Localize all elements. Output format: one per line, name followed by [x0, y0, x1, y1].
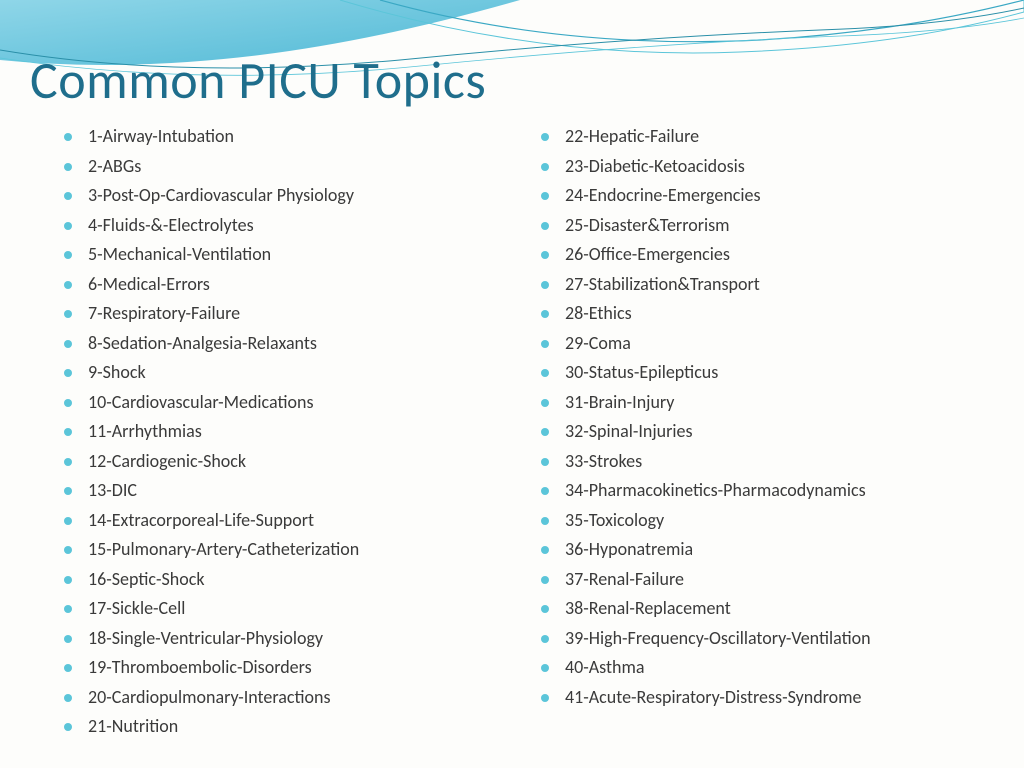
list-item: 15-Pulmonary-Artery-Catheterization — [60, 535, 507, 565]
list-item: 18-Single-Ventricular-Physiology — [60, 624, 507, 654]
list-item: 35-Toxicology — [537, 506, 984, 536]
list-item: 13-DIC — [60, 476, 507, 506]
list-item: 32-Spinal-Injuries — [537, 417, 984, 447]
list-item: 10-Cardiovascular-Medications — [60, 388, 507, 418]
right-list: 22-Hepatic-Failure23-Diabetic-Ketoacidos… — [537, 122, 984, 712]
list-item: 8-Sedation-Analgesia-Relaxants — [60, 329, 507, 359]
list-item: 30-Status-Epilepticus — [537, 358, 984, 388]
list-item: 27-Stabilization&Transport — [537, 270, 984, 300]
list-item: 3-Post-Op-Cardiovascular Physiology — [60, 181, 507, 211]
list-item: 16-Septic-Shock — [60, 565, 507, 595]
list-item: 1-Airway-Intubation — [60, 122, 507, 152]
list-item: 14-Extracorporeal-Life-Support — [60, 506, 507, 536]
list-item: 21-Nutrition — [60, 712, 507, 742]
list-item: 37-Renal-Failure — [537, 565, 984, 595]
list-item: 23-Diabetic-Ketoacidosis — [537, 152, 984, 182]
list-item: 20-Cardiopulmonary-Interactions — [60, 683, 507, 713]
list-item: 24-Endocrine-Emergencies — [537, 181, 984, 211]
list-item: 9-Shock — [60, 358, 507, 388]
list-item: 40-Asthma — [537, 653, 984, 683]
list-item: 17-Sickle-Cell — [60, 594, 507, 624]
list-item: 2-ABGs — [60, 152, 507, 182]
list-item: 31-Brain-Injury — [537, 388, 984, 418]
topics-columns: 1-Airway-Intubation2-ABGs3-Post-Op-Cardi… — [60, 122, 984, 742]
list-item: 22-Hepatic-Failure — [537, 122, 984, 152]
list-item: 29-Coma — [537, 329, 984, 359]
list-item: 26-Office-Emergencies — [537, 240, 984, 270]
list-item: 11-Arrhythmias — [60, 417, 507, 447]
list-item: 19-Thromboembolic-Disorders — [60, 653, 507, 683]
slide-title: Common PICU Topics — [30, 48, 486, 112]
list-item: 39-High-Frequency-Oscillatory-Ventilatio… — [537, 624, 984, 654]
list-item: 25-Disaster&Terrorism — [537, 211, 984, 241]
left-column: 1-Airway-Intubation2-ABGs3-Post-Op-Cardi… — [60, 122, 527, 742]
list-item: 6-Medical-Errors — [60, 270, 507, 300]
list-item: 4-Fluids-&-Electrolytes — [60, 211, 507, 241]
list-item: 36-Hyponatremia — [537, 535, 984, 565]
list-item: 5-Mechanical-Ventilation — [60, 240, 507, 270]
right-column: 22-Hepatic-Failure23-Diabetic-Ketoacidos… — [527, 122, 984, 742]
list-item: 38-Renal-Replacement — [537, 594, 984, 624]
list-item: 34-Pharmacokinetics-Pharmacodynamics — [537, 476, 984, 506]
list-item: 28-Ethics — [537, 299, 984, 329]
list-item: 33-Strokes — [537, 447, 984, 477]
list-item: 41-Acute-Respiratory-Distress-Syndrome — [537, 683, 984, 713]
list-item: 7-Respiratory-Failure — [60, 299, 507, 329]
list-item: 12-Cardiogenic-Shock — [60, 447, 507, 477]
left-list: 1-Airway-Intubation2-ABGs3-Post-Op-Cardi… — [60, 122, 507, 742]
